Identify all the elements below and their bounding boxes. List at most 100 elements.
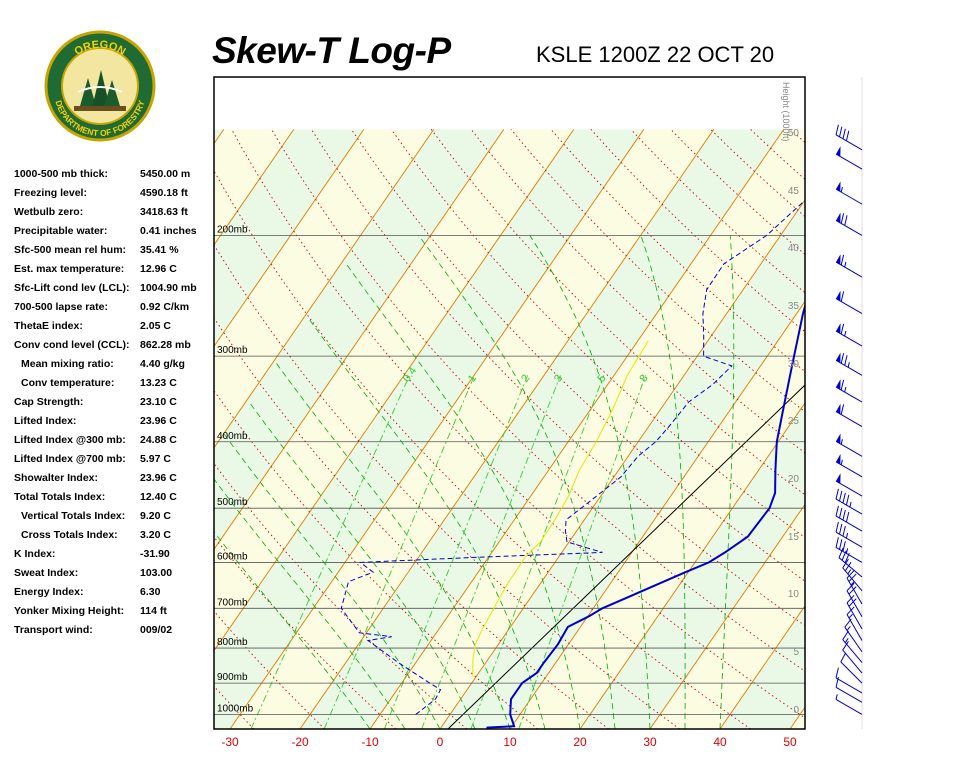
stat-row: K Index: -31.90 <box>14 548 214 567</box>
stat-label: Conv cond level (CCL): <box>14 339 130 351</box>
barb-flag <box>841 550 847 561</box>
barb-flag <box>835 488 839 500</box>
stat-row: Lifted Index: 23.96 C <box>14 415 214 434</box>
barb-staff <box>842 649 863 674</box>
moist-adiabat-line <box>418 235 616 729</box>
stat-row: Lifted Index @300 mb: 24.88 C <box>14 434 214 453</box>
barb-staff <box>835 386 863 403</box>
wind-barb <box>835 694 863 715</box>
stat-row: Sfc-500 mean rel hum: 35.41 % <box>14 244 214 263</box>
station-label: KSLE 1200Z 22 OCT 20 <box>536 42 775 67</box>
svg-text:OREGON: OREGON <box>72 39 127 58</box>
moist-adiabat-line <box>248 401 476 729</box>
stat-row: 700-500 lapse rate: 0.92 C/km <box>14 301 214 320</box>
dewpoint-profile-line <box>340 199 805 715</box>
stat-row: Energy Index: 6.30 <box>14 586 214 605</box>
isotherm-line <box>214 129 505 551</box>
height-tick-label: 0 <box>793 705 799 716</box>
wind-barb <box>835 146 863 170</box>
stat-row: Vertical Totals Index: 9.20 C <box>14 510 214 529</box>
stat-label: Sfc-Lift cond lev (LCL): <box>14 282 130 294</box>
temperature-tick-label: 50 <box>783 735 797 749</box>
stat-label: Mean mixing ratio: <box>21 358 114 370</box>
wind-barb <box>835 433 863 457</box>
barb-staff <box>842 567 863 592</box>
wind-barb <box>842 641 863 674</box>
mixing-ratio-line <box>250 375 410 729</box>
wind-barb <box>835 488 863 515</box>
wind-barb <box>835 124 863 151</box>
temperature-band <box>300 129 784 729</box>
dry-adiabat-line <box>214 536 397 729</box>
stat-label: K Index: <box>14 548 56 560</box>
stat-row: Precipitable water: 0.41 inches <box>14 225 214 244</box>
barb-flag <box>838 523 843 535</box>
dry-adiabat-line <box>830 129 960 729</box>
barb-pennant <box>836 146 841 157</box>
barb-half-flag <box>845 532 849 539</box>
stat-label: Est. max temperature: <box>14 263 125 275</box>
barb-half-flag <box>840 459 843 465</box>
isotherm-line <box>214 129 225 145</box>
stat-row: ThetaE index: 2.05 C <box>14 320 214 339</box>
moist-adiabat-line <box>214 478 406 729</box>
wind-barb <box>846 606 863 641</box>
barb-flag <box>842 630 849 640</box>
barb-staff <box>846 590 863 617</box>
stat-label: 700-500 lapse rate: <box>14 301 108 313</box>
dry-adiabat-line <box>214 390 539 729</box>
barb-staff <box>846 602 863 630</box>
height-tick-label: 10 <box>788 589 800 600</box>
pressure-label: 800mb <box>217 637 248 648</box>
barb-staff <box>835 411 863 427</box>
barb-half-flag <box>844 330 847 337</box>
barb-flag <box>835 124 839 135</box>
mixing-ratio-label: 2 <box>519 373 532 385</box>
barb-flag <box>838 507 843 519</box>
pressure-label: 1000mb <box>217 703 254 714</box>
stat-label: Precipitable water: <box>14 225 108 237</box>
barb-half-flag <box>844 638 849 643</box>
barb-pennant <box>836 433 841 444</box>
barb-half-flag <box>847 569 852 575</box>
stability-indices-panel: 1000-500 mb thick: 5450.00 m Freezing leve… <box>14 168 214 643</box>
barb-staff <box>838 557 863 578</box>
stat-value: 3418.63 ft <box>140 206 188 218</box>
isotherm-line <box>214 129 365 348</box>
stat-row: 1000-500 mb thick: 5450.00 m <box>14 168 214 187</box>
dry-adiabat-line <box>214 317 610 729</box>
moist-adiabat-line <box>719 235 735 729</box>
isotherm-line <box>214 129 575 652</box>
barb-staff <box>835 480 863 497</box>
barb-staff <box>835 153 863 170</box>
isotherm-line <box>719 605 805 729</box>
wind-barb <box>835 667 863 694</box>
barb-flag <box>846 570 855 579</box>
wind-barb <box>840 652 863 684</box>
temperature-tick-label: -10 <box>361 735 379 749</box>
temperature-tick-label: 30 <box>643 735 657 749</box>
stat-row: Lifted Index @700 mb: 5.97 C <box>14 453 214 472</box>
stat-value: 114 ft <box>140 605 167 617</box>
barb-staff <box>835 330 863 347</box>
temperature-band <box>0 129 154 729</box>
barb-flag <box>840 379 845 391</box>
temperature-band <box>230 129 714 729</box>
logo-text-top: OREGON <box>72 39 127 58</box>
stat-label: Freezing level: <box>14 187 87 199</box>
stat-value: 23.96 C <box>140 472 177 484</box>
stat-label: Conv temperature: <box>21 377 115 389</box>
stat-value: 0.41 inches <box>140 225 197 237</box>
wind-barb <box>842 630 863 663</box>
stat-value: 1004.90 mb <box>140 282 197 294</box>
isotherm-line <box>860 129 960 729</box>
barb-flag <box>848 598 857 607</box>
pressure-label: 400mb <box>217 431 248 442</box>
pressure-label: 200mb <box>217 224 248 235</box>
barb-flag <box>844 215 848 226</box>
barb-staff <box>835 531 863 548</box>
wind-barb <box>835 254 863 278</box>
stat-row: Mean mixing ratio: 4.40 g/kg <box>14 358 214 377</box>
barb-pennant <box>836 379 841 390</box>
